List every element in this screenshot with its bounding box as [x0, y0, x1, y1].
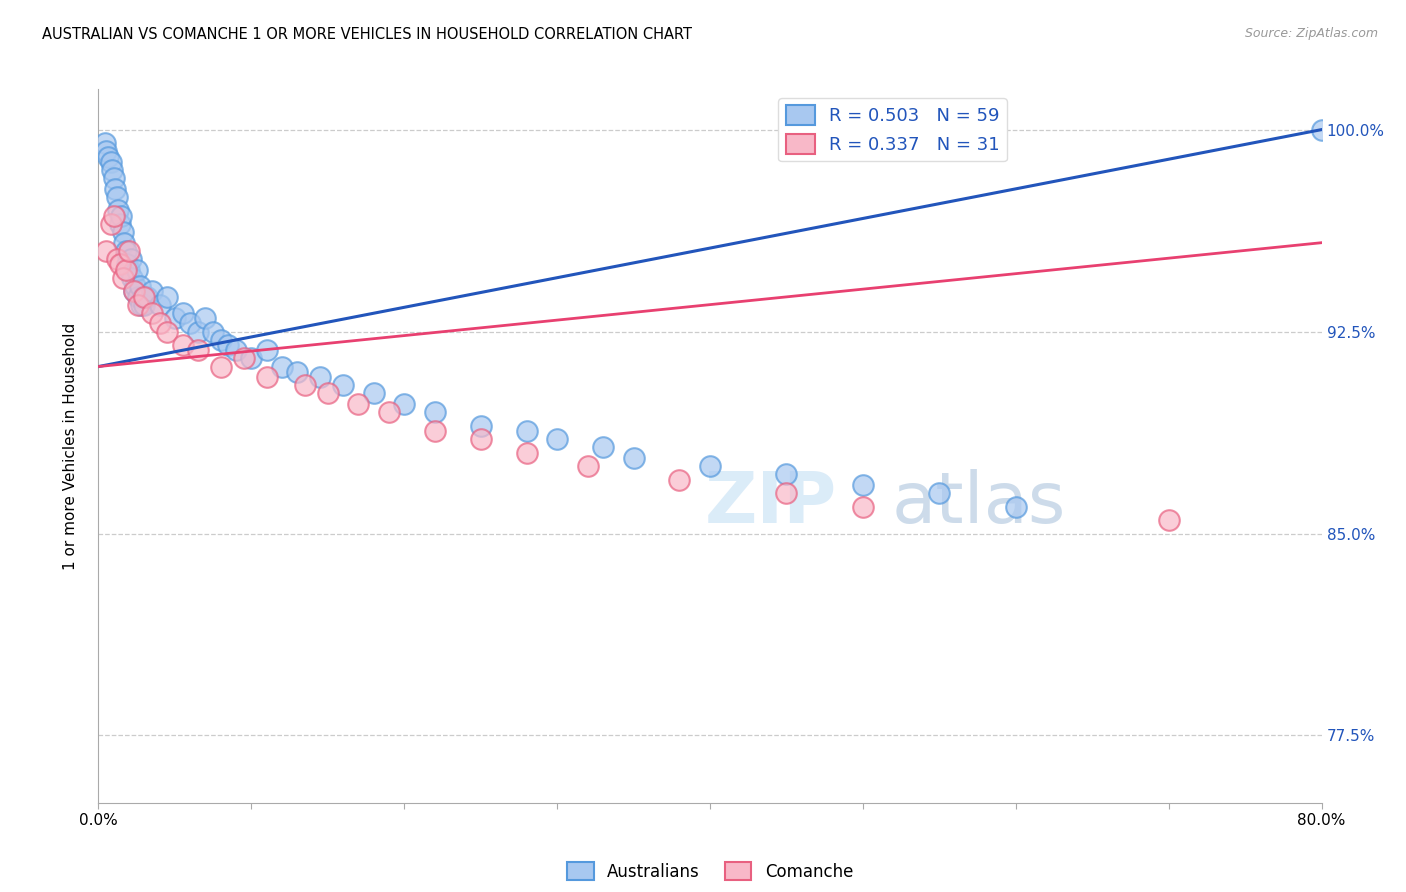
Point — [1004, 500, 1026, 514]
Point — [378, 405, 401, 419]
Point — [128, 278, 150, 293]
Point — [423, 424, 446, 438]
Point — [202, 325, 225, 339]
Point — [232, 351, 254, 366]
Point — [187, 343, 209, 358]
Point — [122, 284, 145, 298]
Point — [546, 432, 568, 446]
Point — [103, 209, 125, 223]
Point — [94, 244, 117, 258]
Point — [122, 284, 145, 298]
Point — [136, 289, 159, 303]
Point — [775, 467, 797, 482]
Point — [470, 432, 492, 446]
Point — [285, 365, 308, 379]
Point — [256, 370, 278, 384]
Point — [101, 163, 124, 178]
Point — [127, 289, 149, 303]
Point — [187, 325, 209, 339]
Point — [100, 217, 122, 231]
Point — [93, 136, 115, 150]
Point — [129, 298, 152, 312]
Point — [111, 270, 134, 285]
Point — [1310, 122, 1333, 136]
Point — [103, 171, 125, 186]
Point — [108, 217, 131, 231]
Point — [294, 378, 316, 392]
Point — [125, 262, 148, 277]
Point — [240, 351, 263, 366]
Point — [217, 338, 239, 352]
Point — [363, 386, 385, 401]
Point — [163, 311, 186, 326]
Point — [112, 235, 135, 250]
Point — [156, 325, 179, 339]
Point — [623, 451, 645, 466]
Point — [134, 289, 156, 303]
Text: ZIP: ZIP — [704, 468, 838, 538]
Point — [209, 333, 232, 347]
Point — [179, 317, 201, 331]
Point — [149, 317, 172, 331]
Point — [118, 244, 141, 258]
Point — [115, 244, 138, 258]
Point — [110, 209, 132, 223]
Point — [97, 149, 120, 163]
Point — [108, 257, 131, 271]
Point — [132, 289, 155, 303]
Point — [120, 252, 142, 266]
Point — [225, 343, 247, 358]
Legend: Australians, Comanche: Australians, Comanche — [561, 855, 859, 888]
Text: Source: ZipAtlas.com: Source: ZipAtlas.com — [1244, 27, 1378, 40]
Point — [141, 284, 163, 298]
Point — [309, 370, 332, 384]
Point — [100, 155, 122, 169]
Point — [121, 270, 143, 285]
Point — [1157, 513, 1180, 527]
Point — [104, 182, 127, 196]
Point — [592, 441, 614, 455]
Point — [118, 262, 141, 277]
Point — [172, 338, 194, 352]
Point — [332, 378, 354, 392]
Point — [423, 405, 446, 419]
Point — [316, 386, 339, 401]
Point — [124, 278, 146, 293]
Point — [209, 359, 232, 374]
Point — [392, 397, 416, 411]
Point — [105, 252, 128, 266]
Point — [156, 289, 179, 303]
Point — [141, 306, 163, 320]
Point — [172, 306, 194, 320]
Point — [105, 190, 128, 204]
Point — [117, 257, 139, 271]
Point — [668, 473, 690, 487]
Point — [516, 446, 538, 460]
Y-axis label: 1 or more Vehicles in Household: 1 or more Vehicles in Household — [63, 322, 77, 570]
Point — [270, 359, 294, 374]
Point — [470, 418, 492, 433]
Point — [94, 144, 117, 158]
Point — [699, 459, 721, 474]
Point — [347, 397, 370, 411]
Text: atlas: atlas — [891, 468, 1066, 538]
Point — [115, 262, 138, 277]
Point — [194, 311, 217, 326]
Text: AUSTRALIAN VS COMANCHE 1 OR MORE VEHICLES IN HOUSEHOLD CORRELATION CHART: AUSTRALIAN VS COMANCHE 1 OR MORE VEHICLE… — [42, 27, 692, 42]
Point — [852, 500, 875, 514]
Point — [928, 486, 950, 500]
Point — [516, 424, 538, 438]
Point — [107, 203, 129, 218]
Point — [149, 298, 172, 312]
Point — [775, 486, 797, 500]
Point — [256, 343, 278, 358]
Point — [852, 478, 875, 492]
Point — [576, 459, 599, 474]
Point — [134, 298, 156, 312]
Point — [127, 298, 149, 312]
Point — [111, 225, 134, 239]
